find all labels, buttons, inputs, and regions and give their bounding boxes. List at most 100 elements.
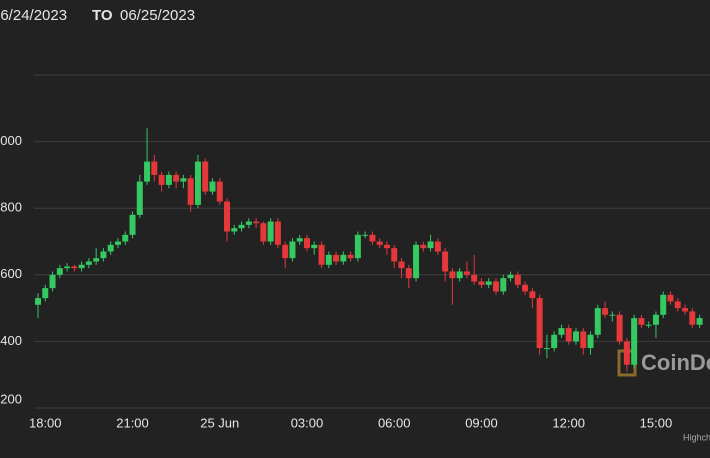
candle-body <box>463 271 470 275</box>
candle-body <box>696 318 703 325</box>
candle-body <box>303 238 310 249</box>
candle-body <box>224 201 231 232</box>
candle-body <box>231 228 238 232</box>
candle-body <box>689 311 696 325</box>
candle-body <box>398 261 405 269</box>
candle-body <box>572 331 579 342</box>
candle-body <box>311 244 318 249</box>
candle-body <box>100 251 107 259</box>
x-tick-label: 09:00 <box>465 415 498 430</box>
candle-body <box>333 254 340 262</box>
candle-body <box>529 291 536 299</box>
candle-body <box>202 161 209 192</box>
candle-body <box>667 294 674 302</box>
candle-body <box>391 248 398 262</box>
candle-body <box>485 281 492 285</box>
credit: Highcharts <box>683 432 710 442</box>
date-connector: TO <box>92 7 113 24</box>
candle-body <box>151 161 158 175</box>
date-to: 06/25/2023 <box>120 7 195 24</box>
y-tick-label: 30,800 <box>0 200 22 215</box>
candle-body <box>442 251 449 272</box>
candle-body <box>267 221 274 242</box>
watermark-text: CoinDesk <box>641 350 710 375</box>
candle-body <box>449 271 456 279</box>
candle-body <box>173 174 180 182</box>
candle-body <box>318 244 325 265</box>
candle-body <box>558 328 565 335</box>
candle-body <box>216 181 223 202</box>
candle-body <box>674 301 681 309</box>
candle-body <box>587 334 594 349</box>
candle-body <box>340 254 347 262</box>
candle-body <box>347 254 354 259</box>
candle-body <box>325 254 332 265</box>
candle-body <box>500 278 507 292</box>
x-tick-label: 25 Jun <box>200 415 239 430</box>
candle-body <box>369 234 376 242</box>
candle-body <box>42 288 49 299</box>
candle-body <box>253 221 260 224</box>
date-from: 06/24/2023 <box>0 7 67 24</box>
candle-body <box>136 181 143 215</box>
candle-body <box>456 271 463 279</box>
candle-body <box>645 324 652 326</box>
candle-body <box>180 178 187 182</box>
candle-body <box>296 238 303 242</box>
candle-body <box>522 284 529 292</box>
candle-body <box>565 328 572 342</box>
x-tick-label: 12:00 <box>552 415 585 430</box>
candle-body <box>413 244 420 279</box>
x-tick-label: 21:00 <box>116 415 149 430</box>
candle-body <box>471 274 478 282</box>
candle-body <box>282 244 289 259</box>
candle-body <box>209 181 216 192</box>
y-tick-label: 31,000 <box>0 133 22 148</box>
x-tick-label: 06:00 <box>378 415 411 430</box>
x-tick-label: 18:00 <box>29 415 62 430</box>
candle-body <box>580 331 587 349</box>
candle-body <box>551 334 558 349</box>
candle-body <box>289 241 296 259</box>
candle-body <box>682 308 689 312</box>
candle-body <box>638 318 645 325</box>
x-tick-label: 15:00 <box>640 415 673 430</box>
candle-body <box>187 178 194 205</box>
candle-body <box>35 298 41 305</box>
candle-body <box>383 244 390 249</box>
candle-body <box>405 268 412 279</box>
candle-body <box>122 234 129 242</box>
candle-body <box>478 281 485 285</box>
candle-body <box>245 221 252 225</box>
candle-body <box>660 294 667 315</box>
candle-body <box>144 161 151 182</box>
candle-body <box>56 268 63 275</box>
candle-body <box>434 241 441 252</box>
candle-body <box>85 261 92 265</box>
candle-body <box>420 244 427 249</box>
candle-body <box>543 348 550 350</box>
candle-body <box>71 266 78 269</box>
candle-body <box>238 224 245 229</box>
candle-body <box>631 318 638 365</box>
candle-body <box>194 161 201 205</box>
candle-body <box>507 274 514 279</box>
candle-body <box>652 314 659 325</box>
candle-body <box>602 308 609 315</box>
x-tick-label: 03:00 <box>291 415 324 430</box>
candle-body <box>260 223 267 242</box>
candle-body <box>165 174 172 185</box>
candle-body <box>427 241 434 249</box>
watermark: CoinDesk <box>617 349 710 377</box>
candle-body <box>376 241 383 245</box>
y-tick-label: 30,400 <box>0 333 22 348</box>
candle-body <box>107 244 114 252</box>
candle-body <box>362 234 369 236</box>
candle-body <box>536 298 543 349</box>
candle-body <box>514 274 521 285</box>
candle-body <box>609 314 616 316</box>
candle-body <box>274 221 281 245</box>
candle-body <box>93 258 100 262</box>
candle-body <box>493 281 500 292</box>
